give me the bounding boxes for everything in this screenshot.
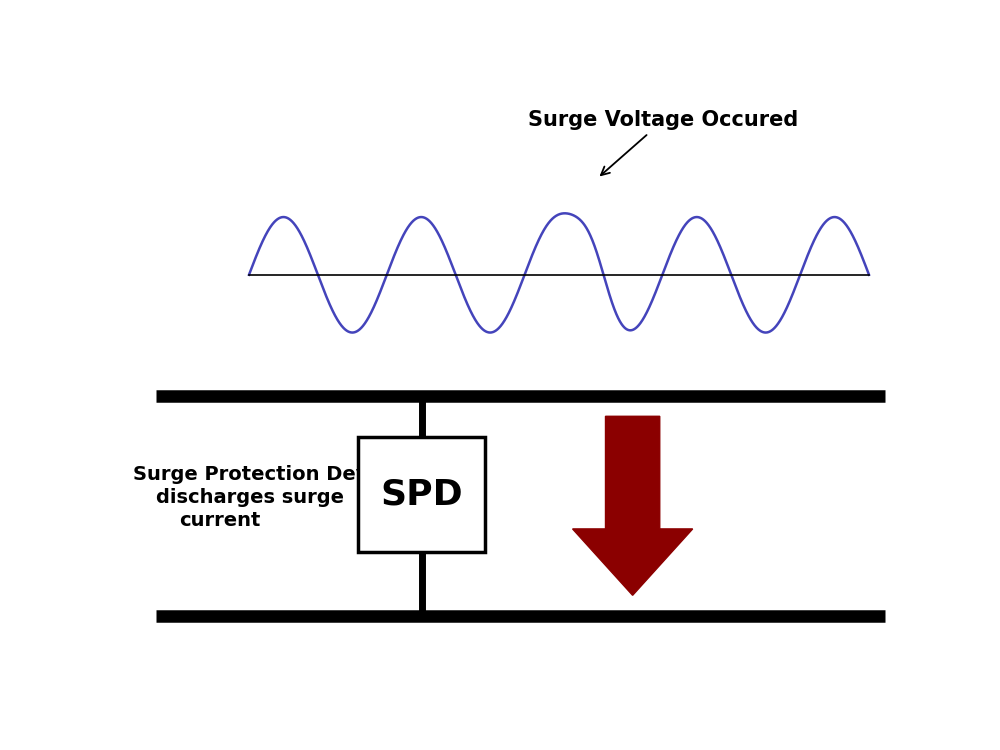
- Text: Surge Protection Device (SPD): Surge Protection Device (SPD): [133, 464, 469, 484]
- Text: current: current: [179, 511, 261, 530]
- FancyArrow shape: [573, 416, 693, 596]
- Bar: [358, 436, 485, 552]
- Text: discharges surge: discharges surge: [156, 488, 344, 507]
- Text: SPD: SPD: [380, 477, 463, 512]
- Text: Surge Voltage Occured: Surge Voltage Occured: [528, 110, 798, 176]
